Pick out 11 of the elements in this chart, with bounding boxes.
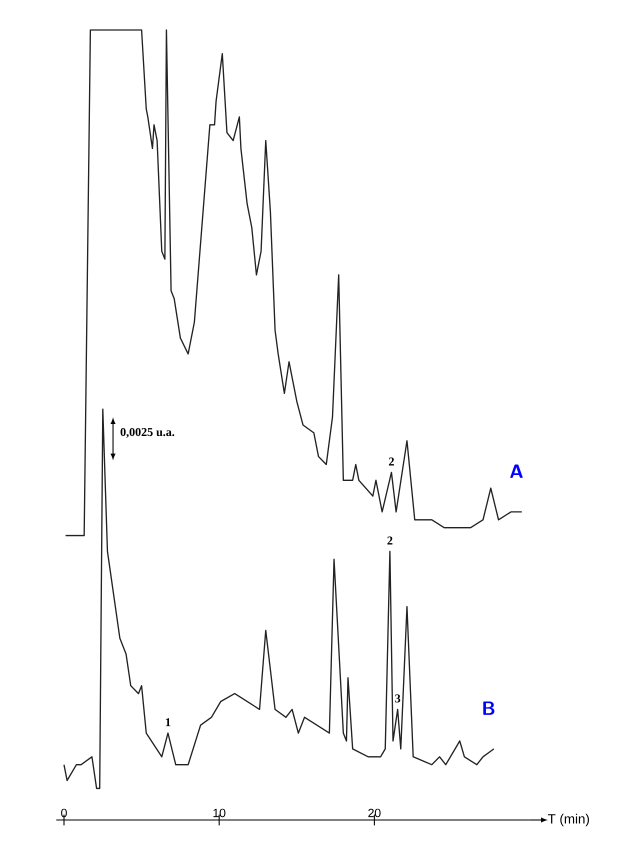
x-tick-label: 10 — [213, 808, 226, 818]
annotation: 2 — [387, 536, 392, 544]
annotation: 2 — [388, 458, 394, 466]
series-label: B — [483, 702, 494, 715]
x-tick-label: 20 — [368, 808, 381, 818]
annotation: 3 — [395, 694, 400, 702]
series-label: A — [510, 464, 523, 478]
x-axis-title: T (min) — [548, 814, 589, 826]
x-tick-label: 0 — [61, 808, 67, 818]
annotation: 0,0025 u.a. — [120, 428, 174, 438]
annotation: 1 — [166, 718, 170, 726]
